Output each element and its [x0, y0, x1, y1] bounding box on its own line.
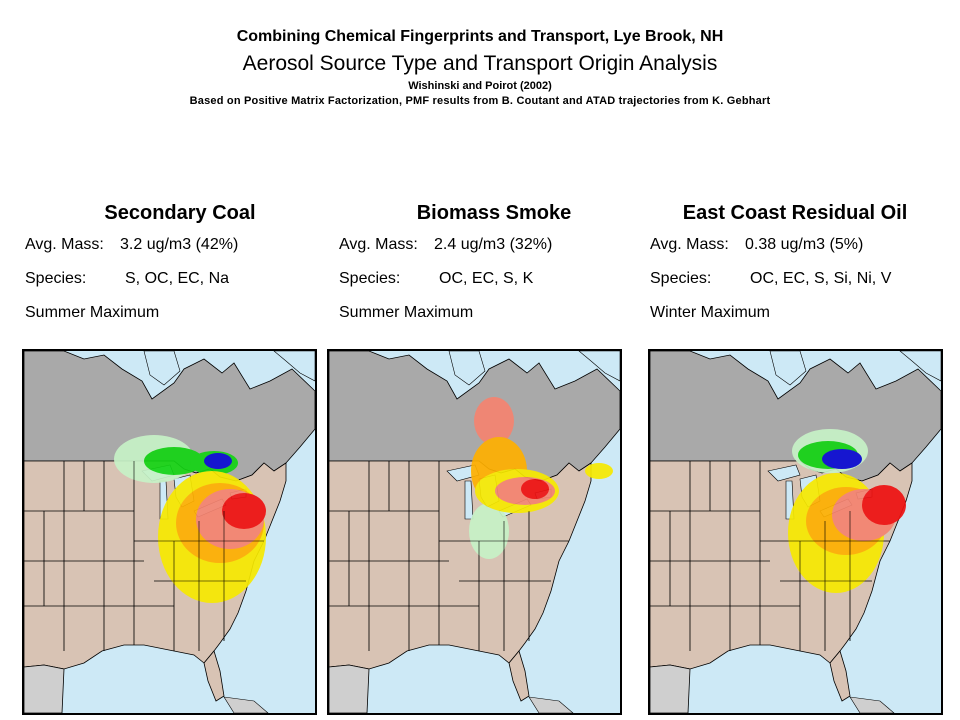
florida: [829, 650, 851, 702]
header-attribution: Based on Positive Matrix Factorization, …: [189, 95, 771, 107]
overlay-green: [144, 447, 204, 475]
greenland-coast: [578, 351, 620, 382]
panel-title: Biomass Smoke: [416, 202, 572, 224]
panel-title: Secondary Coal: [104, 202, 256, 224]
overlay-yellow: [585, 463, 613, 479]
florida: [508, 650, 530, 702]
greenland-coast: [899, 351, 941, 382]
hudson-bay: [143, 351, 181, 386]
greenland-coast: [273, 351, 315, 382]
season-text: Summer Maximum: [339, 304, 474, 321]
header-authors: Wishinski and Poirot (2002): [408, 80, 552, 92]
species-value: OC, EC, S, K: [439, 270, 534, 287]
season-text: Winter Maximum: [650, 304, 771, 321]
species-value: S, OC, EC, Na: [125, 270, 230, 287]
species-label: Species:: [25, 270, 87, 287]
mexico: [650, 664, 691, 713]
panel-secondary-coal: Secondary Coal Avg. Mass: 3.2 ug/m3 (42%)…: [25, 198, 335, 330]
panel-title: East Coast Residual Oil: [682, 202, 908, 224]
trajectory-density-overlay: [788, 429, 906, 593]
mass-label: Avg. Mass:: [25, 236, 104, 253]
map-svg: [24, 351, 315, 713]
overlay-red: [521, 479, 549, 499]
hudson-bay: [769, 351, 807, 386]
mexico: [24, 664, 65, 713]
mexico: [329, 664, 370, 713]
map-svg: [650, 351, 941, 713]
species-value: OC, EC, S, Si, Ni, V: [750, 270, 892, 287]
overlay-red: [222, 493, 266, 529]
overlay-red: [862, 485, 906, 525]
state-lines: [650, 461, 890, 651]
cuba: [849, 696, 895, 713]
state-lines: [329, 461, 569, 651]
species-label: Species:: [650, 270, 712, 287]
cuba: [528, 696, 574, 713]
panel-biomass-smoke: Biomass Smoke Avg. Mass: 2.4 ug/m3 (32%) …: [339, 198, 649, 330]
mass-value: 3.2 ug/m3 (42%): [120, 236, 239, 253]
overlay-blue: [822, 449, 862, 469]
header-title: Combining Chemical Fingerprints and Tran…: [236, 28, 724, 45]
mass-value: 0.38 ug/m3 (5%): [745, 236, 864, 253]
overlay-blue: [204, 453, 232, 469]
season-text: Summer Maximum: [25, 304, 160, 321]
map-secondary-coal: [22, 349, 317, 715]
hudson-bay: [448, 351, 486, 386]
state-lines: [24, 461, 264, 651]
cuba: [223, 696, 269, 713]
mass-value: 2.4 ug/m3 (32%): [434, 236, 553, 253]
mass-label: Avg. Mass:: [339, 236, 418, 253]
species-label: Species:: [339, 270, 401, 287]
header-subtitle: Aerosol Source Type and Transport Origin…: [242, 52, 718, 75]
map-east-coast-residual-oil: [648, 349, 943, 715]
panel-east-coast-residual-oil: East Coast Residual Oil Avg. Mass: 0.38 u…: [650, 198, 960, 330]
map-svg: [329, 351, 620, 713]
map-biomass-smoke: [327, 349, 622, 715]
florida: [203, 650, 225, 702]
overlay-salmon: [474, 397, 514, 445]
mass-label: Avg. Mass:: [650, 236, 729, 253]
